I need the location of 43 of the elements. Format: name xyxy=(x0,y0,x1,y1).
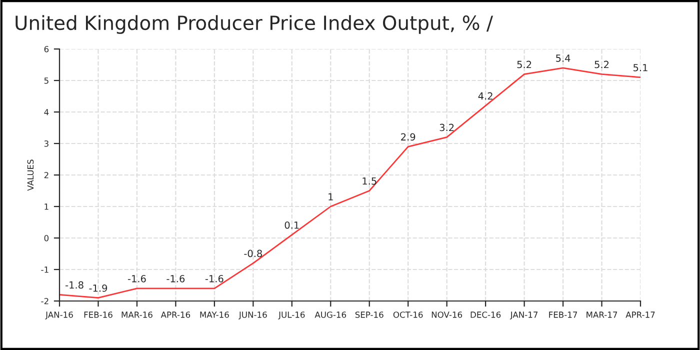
x-tick-label: NOV-16 xyxy=(432,312,462,318)
y-tick-label: 0 xyxy=(44,234,49,242)
y-tick-label: -1 xyxy=(41,266,48,273)
x-tick-label: MAY-16 xyxy=(200,312,229,318)
x-tick-label: DEC-16 xyxy=(470,312,501,318)
x-tick-label: APR-17 xyxy=(626,312,655,318)
data-label: 1 xyxy=(328,193,333,200)
x-tick-label: FEB-16 xyxy=(84,312,112,318)
y-tick-label: 2 xyxy=(44,172,48,178)
data-label: -1.6 xyxy=(166,274,185,282)
y-tick-label: 5 xyxy=(44,78,48,84)
x-tick-label: FEB-17 xyxy=(549,312,578,318)
data-label: 3.2 xyxy=(440,124,454,132)
y-tick-label: -2 xyxy=(41,298,48,304)
x-tick-label: SEP-16 xyxy=(355,312,384,318)
data-label: -1.9 xyxy=(89,284,108,292)
data-label: 0.1 xyxy=(284,221,299,229)
x-tick-label: OCT-16 xyxy=(393,312,423,318)
x-tick-label: MAR-17 xyxy=(586,312,618,318)
y-tick-label: 1 xyxy=(44,204,48,210)
y-tick-label: 3 xyxy=(44,140,48,147)
data-label: -0.8 xyxy=(244,250,262,258)
data-label: 5.2 xyxy=(594,60,609,68)
x-tick-label: JAN-17 xyxy=(510,312,538,320)
y-tick-label: 6 xyxy=(44,46,49,52)
data-label: 5.4 xyxy=(556,54,570,62)
data-label: -1.6 xyxy=(128,274,146,282)
y-axis-title: VALUES xyxy=(27,160,34,191)
x-tick-label: JUL-16 xyxy=(278,312,305,320)
data-label: 5.2 xyxy=(517,60,532,68)
y-tick-label: 4 xyxy=(44,109,49,116)
x-tick-label: JAN-16 xyxy=(45,312,73,320)
data-label: 5.1 xyxy=(634,64,648,72)
x-tick-label: APR-16 xyxy=(160,312,190,318)
data-label: 1.5 xyxy=(362,177,376,185)
data-label: -1.6 xyxy=(205,274,224,282)
data-label: 2.9 xyxy=(401,133,416,141)
x-tick-label: JUN-16 xyxy=(238,312,267,320)
x-tick-label: MAR-16 xyxy=(122,312,152,318)
chart-title: United Kingdom Producer Price Index Output, % / xyxy=(16,15,494,34)
data-label: -1.8 xyxy=(66,281,84,289)
x-tick-label: AUG-16 xyxy=(314,312,346,318)
data-label: 4.2 xyxy=(478,92,492,100)
